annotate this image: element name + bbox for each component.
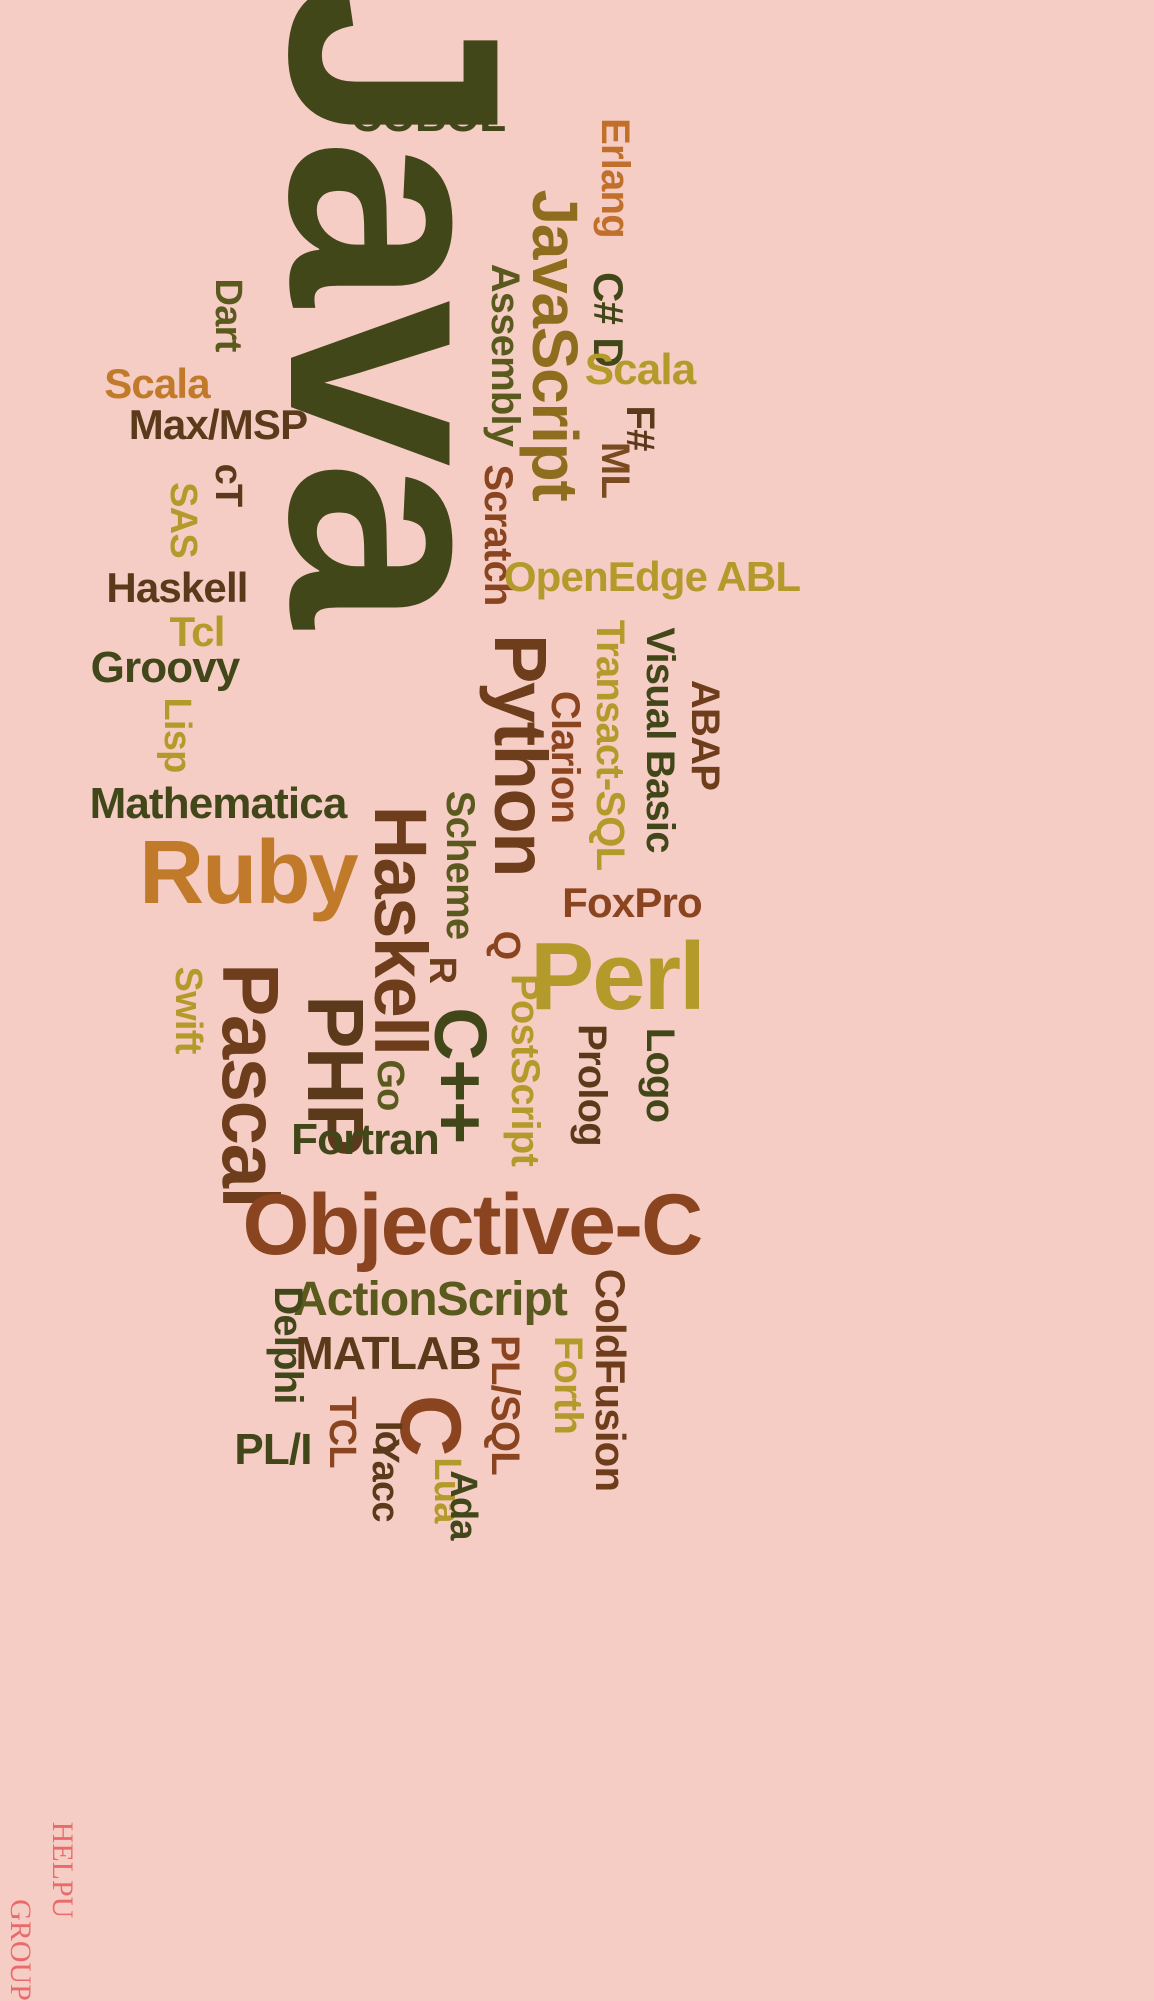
word-assembly-9: Assembly (483, 263, 527, 447)
word-yacc-53: Yacc (364, 1438, 406, 1522)
word-fortran-42: Fortran (291, 1115, 440, 1164)
word-tcl-52: TCL (321, 1396, 363, 1468)
watermark-line-2: GROUP (4, 1899, 37, 2001)
word-tcl-18: Tcl (169, 608, 225, 655)
word-openedge-abl-16: OpenEdge ABL (503, 553, 801, 600)
word-dart-11: Dart (207, 278, 249, 352)
word-pl-i-56: PL/I (234, 1425, 312, 1474)
word-go-41: Go (369, 1059, 411, 1111)
word-r-32: R (421, 956, 463, 984)
word-cobol-1: COBOL (350, 92, 506, 141)
word-erlang-3: Erlang (593, 118, 637, 238)
word-scala-6: Scala (584, 345, 696, 394)
word-pascal-35: Pascal (206, 963, 295, 1207)
word-perl-33: Perl (530, 923, 706, 1030)
word-q-31: Q (485, 930, 527, 960)
word-forth-49: Forth (546, 1335, 590, 1435)
word-foxpro-30: FoxPro (562, 879, 702, 926)
word-javascript-2: JavaScript (519, 189, 591, 501)
word-transact-sql-22: Transact-SQL (588, 619, 632, 871)
word-matlab-47: MATLAB (295, 1327, 481, 1379)
word-pl-sql-48: PL/SQL (483, 1335, 527, 1475)
word-mathematica-26: Mathematica (89, 779, 348, 828)
word-logo-40: Logo (638, 1027, 682, 1123)
word-groovy-19: Groovy (90, 643, 241, 692)
word-sas-15: SAS (162, 482, 204, 558)
word-objective-c-43: Objective-C (242, 1177, 704, 1273)
word-postscript-38: PostScript (503, 973, 547, 1167)
word-scala-12: Scala (104, 360, 210, 407)
word-haskell-17: Haskell (106, 564, 248, 611)
word-max-msp-13: Max/MSP (128, 401, 308, 448)
word-c--4: C# (585, 271, 632, 325)
word-swift-34: Swift (167, 966, 209, 1054)
word-ct-14: cT (207, 463, 249, 507)
word-actionscript-44: ActionScript (293, 1273, 568, 1326)
word-lisp-20: Lisp (156, 697, 198, 773)
word-ml-8: ML (593, 441, 637, 499)
word-ada-55: Ada (442, 1470, 484, 1540)
word-prolog-39: Prolog (570, 1024, 614, 1146)
watermark-line-1: HELPU (46, 1821, 79, 1919)
word-scheme-28: Scheme (438, 790, 482, 940)
word-clarion-25: Clarion (543, 690, 587, 824)
word-visual-basic-23: Visual Basic (638, 627, 682, 853)
word-ruby-29: Ruby (139, 823, 359, 923)
word-abap-24: ABAP (683, 679, 727, 791)
word-coldfusion-45: ColdFusion (587, 1268, 634, 1492)
